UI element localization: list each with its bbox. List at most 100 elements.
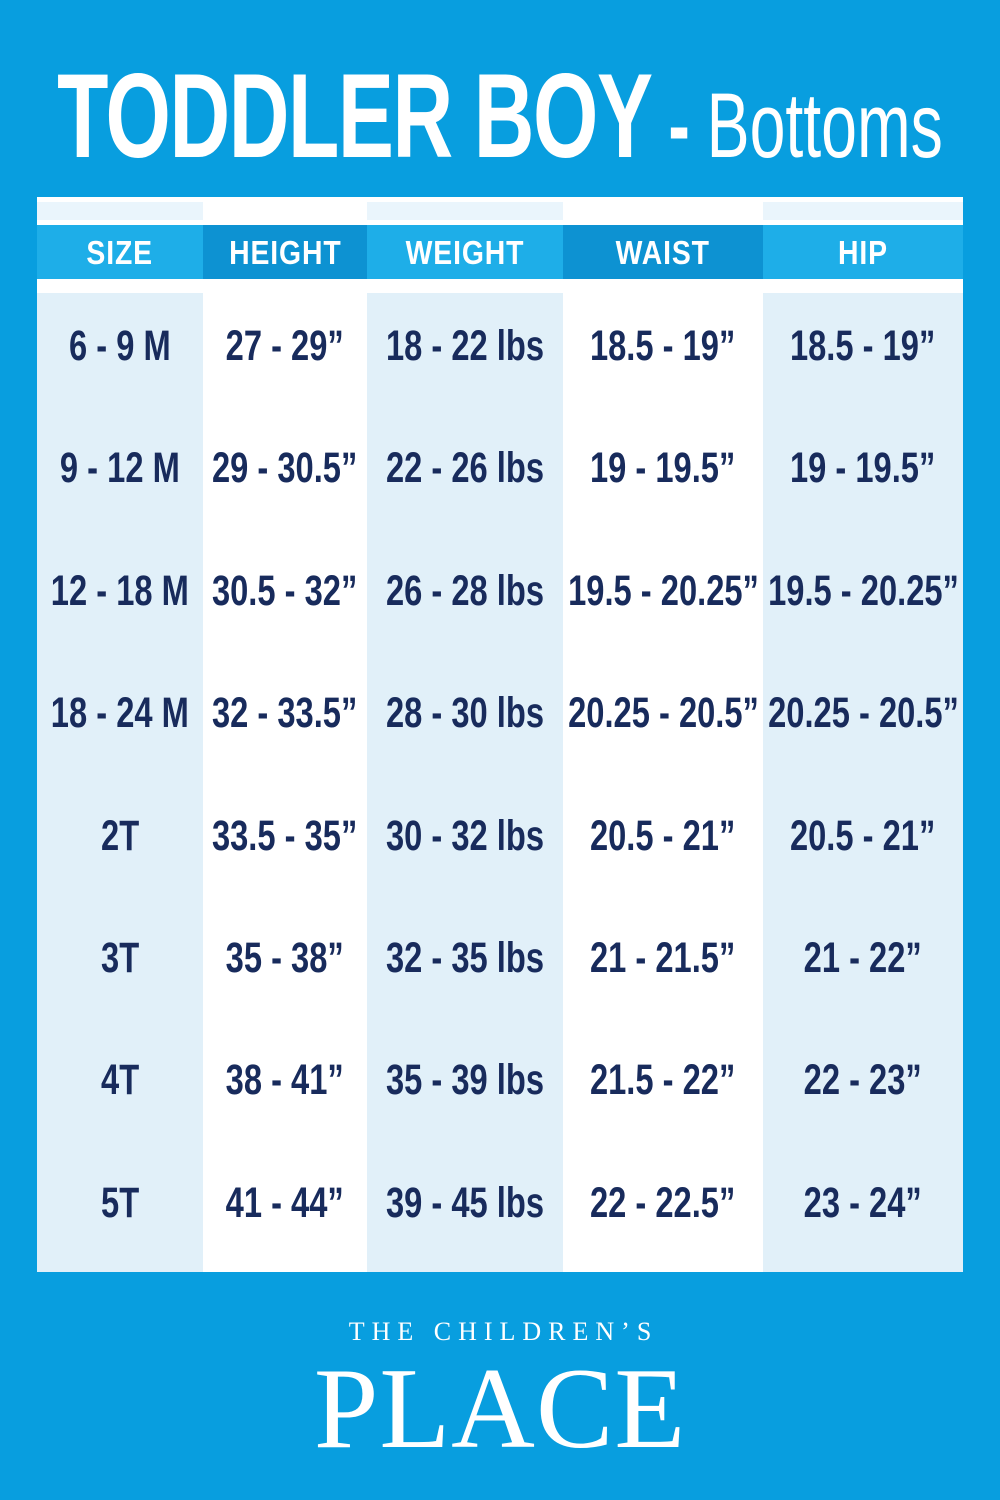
cell-value: 20.25 - 20.5” xyxy=(767,689,959,738)
cell-value: 20.5 - 21” xyxy=(590,811,736,860)
cell-hip: 19.5 - 20.25” xyxy=(763,537,963,661)
column-header-label: WEIGHT xyxy=(405,233,525,271)
cell-size: 2T xyxy=(37,782,203,905)
cell-height: 38 - 41” xyxy=(203,1027,367,1150)
cell-hip: 20.5 - 21” xyxy=(763,782,963,905)
page-title: TODDLER BOY - Bottoms xyxy=(57,50,943,182)
cell-value: 28 - 30 lbs xyxy=(385,689,545,738)
cell-waist: 22 - 22.5” xyxy=(563,1149,763,1273)
table-row: 6 - 9 M 27 - 29” 18 - 22 lbs 18.5 - 19” 18.5… xyxy=(37,293,963,416)
table-row: 2T 33.5 - 35” 30 - 32 lbs 20.5 - 21” 20.5 - … xyxy=(37,782,963,905)
column-header-height: HEIGHT xyxy=(203,225,367,279)
cell-value: 19.5 - 20.25” xyxy=(567,566,759,615)
cell-value: 22 - 26 lbs xyxy=(385,444,545,493)
brand-name-top: THE CHILDREN’S xyxy=(348,1317,659,1346)
cell-hip: 18.5 - 19” xyxy=(763,293,963,416)
cell-value: 18.5 - 19” xyxy=(590,322,736,370)
cell-weight: 30 - 32 lbs xyxy=(367,782,563,905)
cell-hip: 21 - 22” xyxy=(763,904,963,1028)
table-row: 9 - 12 M 29 - 30.5” 22 - 26 lbs 19 - 19.5” 1… xyxy=(37,415,963,538)
size-table: SIZE HEIGHT WEIGHT WAIST HIP 6 - 9 M 27 -… xyxy=(37,197,963,1273)
cell-value: 20.5 - 21” xyxy=(790,811,936,860)
table-row: 3T 35 - 38” 32 - 35 lbs 21 - 21.5” 21 - 22” xyxy=(37,904,963,1028)
table-header-row: SIZE HEIGHT WEIGHT WAIST HIP xyxy=(37,225,963,279)
cell-size: 18 - 24 M xyxy=(37,660,203,783)
strip-cell xyxy=(563,197,763,225)
cell-value: 32 - 33.5” xyxy=(212,689,358,738)
cell-value: 32 - 35 lbs xyxy=(385,933,545,982)
column-header-label: HIP xyxy=(838,233,888,271)
cell-hip: 19 - 19.5” xyxy=(763,415,963,538)
cell-value: 26 - 28 lbs xyxy=(385,566,545,615)
cell-value: 38 - 41” xyxy=(225,1056,345,1105)
cell-weight: 32 - 35 lbs xyxy=(367,904,563,1028)
cell-value: 21 - 21.5” xyxy=(590,933,736,982)
cell-weight: 18 - 22 lbs xyxy=(367,293,563,416)
table-row: 5T 41 - 44” 39 - 45 lbs 22 - 22.5” 23 - 24” xyxy=(37,1149,963,1273)
column-header-waist: WAIST xyxy=(563,225,763,279)
cell-hip: 20.25 - 20.5” xyxy=(763,660,963,783)
cell-hip: 23 - 24” xyxy=(763,1149,963,1273)
title-sub: Bottoms xyxy=(706,75,943,177)
cell-size: 12 - 18 M xyxy=(37,537,203,661)
cell-waist: 18.5 - 19” xyxy=(563,293,763,416)
table-top-strip xyxy=(37,197,963,225)
cell-waist: 19 - 19.5” xyxy=(563,415,763,538)
strip-cell xyxy=(367,197,563,225)
strip-cell xyxy=(763,197,963,225)
cell-size: 3T xyxy=(37,904,203,1028)
cell-hip: 22 - 23” xyxy=(763,1027,963,1150)
cell-weight: 28 - 30 lbs xyxy=(367,660,563,783)
cell-value: 29 - 30.5” xyxy=(212,444,358,493)
cell-waist: 20.25 - 20.5” xyxy=(563,660,763,783)
cell-value: 35 - 38” xyxy=(225,933,345,982)
cell-height: 35 - 38” xyxy=(203,904,367,1028)
strip-cell xyxy=(37,197,203,225)
cell-value: 22 - 22.5” xyxy=(590,1178,736,1227)
cell-value: 2T xyxy=(100,811,140,860)
cell-value: 5T xyxy=(100,1178,140,1227)
cell-value: 19.5 - 20.25” xyxy=(767,566,959,615)
cell-height: 32 - 33.5” xyxy=(203,660,367,783)
cell-size: 6 - 9 M xyxy=(37,293,203,416)
cell-value: 27 - 29” xyxy=(225,322,345,370)
cell-value: 33.5 - 35” xyxy=(212,811,358,860)
cell-value: 21.5 - 22” xyxy=(590,1056,736,1105)
cell-value: 20.25 - 20.5” xyxy=(567,689,759,738)
size-table-body: 6 - 9 M 27 - 29” 18 - 22 lbs 18.5 - 19” 18.5… xyxy=(37,293,963,1273)
cell-size: 4T xyxy=(37,1027,203,1150)
title-main: TODDLER BOY xyxy=(57,49,653,183)
cell-height: 33.5 - 35” xyxy=(203,782,367,905)
cell-weight: 26 - 28 lbs xyxy=(367,537,563,661)
cell-waist: 19.5 - 20.25” xyxy=(563,537,763,661)
cell-value: 23 - 24” xyxy=(803,1178,923,1227)
cell-value: 9 - 12 M xyxy=(60,444,180,493)
brand-name-main: PLACE xyxy=(313,1345,687,1474)
column-header-label: SIZE xyxy=(86,233,154,271)
column-header-hip: HIP xyxy=(763,225,963,279)
cell-value: 30.5 - 32” xyxy=(212,566,358,615)
cell-waist: 21.5 - 22” xyxy=(563,1027,763,1150)
cell-height: 41 - 44” xyxy=(203,1149,367,1273)
cell-value: 30 - 32 lbs xyxy=(385,811,545,860)
cell-value: 41 - 44” xyxy=(225,1178,345,1227)
cell-waist: 20.5 - 21” xyxy=(563,782,763,905)
cell-value: 21 - 22” xyxy=(803,933,923,982)
cell-value: 22 - 23” xyxy=(803,1056,923,1105)
cell-weight: 22 - 26 lbs xyxy=(367,415,563,538)
cell-value: 12 - 18 M xyxy=(50,566,190,615)
strip-cell xyxy=(203,197,367,225)
cell-height: 30.5 - 32” xyxy=(203,537,367,661)
header-gap xyxy=(37,279,963,293)
table-row: 18 - 24 M 32 - 33.5” 28 - 30 lbs 20.25 - 20… xyxy=(37,660,963,783)
column-header-size: SIZE xyxy=(37,225,203,279)
cell-value: 19 - 19.5” xyxy=(790,444,936,493)
table-row: 4T 38 - 41” 35 - 39 lbs 21.5 - 22” 22 - 23” xyxy=(37,1027,963,1150)
cell-value: 35 - 39 lbs xyxy=(385,1056,545,1105)
cell-value: 4T xyxy=(100,1056,140,1105)
cell-value: 18 - 22 lbs xyxy=(385,322,545,370)
cell-value: 6 - 9 M xyxy=(69,322,171,370)
column-header-label: HEIGHT xyxy=(228,233,342,271)
column-header-label: WAIST xyxy=(615,233,711,271)
